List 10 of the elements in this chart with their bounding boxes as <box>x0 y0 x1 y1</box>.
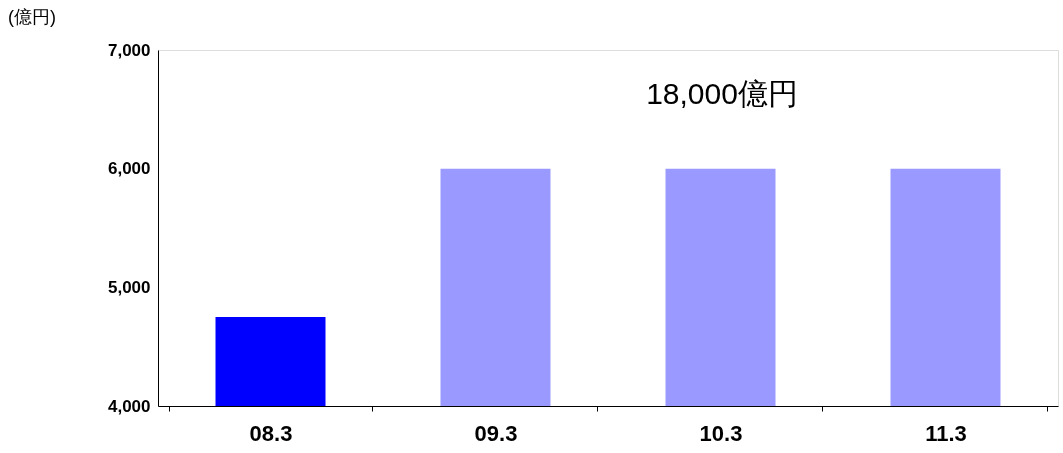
y-tick-label: 5,000 <box>107 277 151 297</box>
x-tick-label: 10.3 <box>699 420 743 446</box>
annotation: 18,000億円 <box>646 77 798 110</box>
y-tick-label: 6,000 <box>107 159 151 179</box>
y-tick-label: 7,000 <box>107 40 151 60</box>
y-tick-label: 4,000 <box>107 396 151 416</box>
x-tick-label: 09.3 <box>474 420 518 446</box>
x-tick-label: 08.3 <box>249 420 293 446</box>
y-axis-title: (億円) <box>8 7 56 27</box>
x-tick-label: 11.3 <box>925 420 967 446</box>
